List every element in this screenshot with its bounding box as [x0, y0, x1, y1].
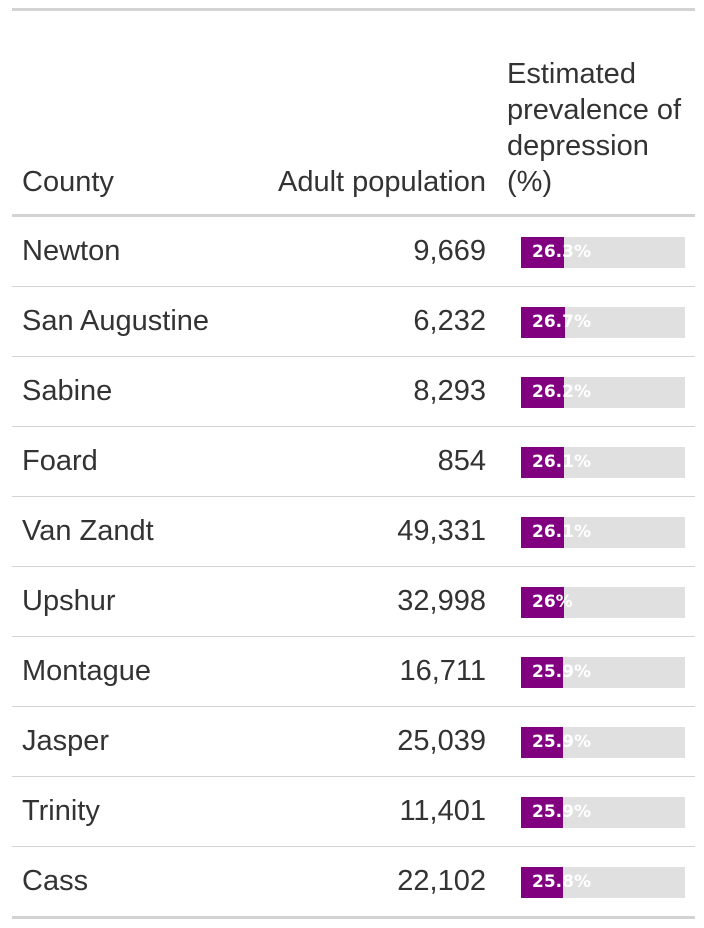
table-row: Van Zandt 49,331 26.1% — [12, 497, 695, 567]
prevalence-label: 26.1% — [532, 452, 591, 472]
population-cell: 25,039 — [397, 725, 486, 757]
prevalence-bar-track: 26.1% — [521, 517, 685, 548]
table-row: San Augustine 6,232 26.7% — [12, 287, 695, 357]
table-row: Newton 9,669 26.3% — [12, 217, 695, 287]
header-population: Adult population — [278, 166, 486, 198]
prevalence-label: 26.2% — [532, 382, 591, 402]
county-cell: Trinity — [22, 795, 100, 827]
county-cell: Cass — [22, 865, 89, 897]
prevalence-bar-fill — [521, 587, 564, 618]
prevalence-bar-fill — [521, 867, 564, 898]
county-cell: Upshur — [22, 585, 116, 617]
population-cell: 6,232 — [413, 305, 486, 337]
prevalence-bar-track: 26.3% — [521, 237, 685, 268]
prevalence-bar-fill — [521, 517, 564, 548]
prevalence-bar-fill — [521, 377, 564, 408]
table-row: Trinity 11,401 25.9% — [12, 777, 695, 847]
county-cell: San Augustine — [22, 305, 210, 337]
top-rule — [12, 8, 695, 11]
prevalence-bar-track: 26% — [521, 587, 685, 618]
table-row: Sabine 8,293 26.2% — [12, 357, 695, 427]
prevalence-label: 26.3% — [532, 242, 591, 262]
population-cell: 49,331 — [397, 515, 486, 547]
county-cell: Newton — [22, 235, 121, 267]
table-row: Cass 22,102 25.8% — [12, 847, 695, 919]
table-row: Montague 16,711 25.9% — [12, 637, 695, 707]
population-cell: 854 — [437, 445, 486, 477]
county-cell: Montague — [22, 655, 151, 687]
prevalence-label: 26.7% — [532, 312, 591, 332]
prevalence-bar-track: 25.8% — [521, 867, 685, 898]
depression-table: County Adult population Estimated preval… — [12, 8, 695, 919]
table-row: Upshur 32,998 26% — [12, 567, 695, 637]
prevalence-label: 25.9% — [532, 732, 591, 752]
prevalence-bar-track: 25.9% — [521, 797, 685, 828]
prevalence-bar-track: 26.7% — [521, 307, 685, 338]
county-cell: Jasper — [22, 725, 110, 757]
population-cell: 16,711 — [399, 655, 486, 687]
county-cell: Van Zandt — [22, 515, 154, 547]
population-cell: 32,998 — [397, 585, 486, 617]
population-cell: 22,102 — [397, 865, 486, 897]
prevalence-bar-fill — [521, 797, 564, 828]
header-prevalence: Estimated prevalence of depression (%) — [507, 58, 682, 198]
prevalence-bar-fill — [521, 447, 564, 478]
table-row: Foard 854 26.1% — [12, 427, 695, 497]
prevalence-bar-track: 25.9% — [521, 727, 685, 758]
prevalence-bar-track: 26.1% — [521, 447, 685, 478]
prevalence-bar-fill — [521, 237, 565, 268]
prevalence-label: 25.9% — [532, 802, 591, 822]
prevalence-bar-track: 25.9% — [521, 657, 685, 688]
population-cell: 11,401 — [399, 795, 486, 827]
county-cell: Sabine — [22, 375, 113, 407]
population-cell: 9,669 — [413, 235, 486, 267]
table-header: County Adult population Estimated preval… — [12, 11, 695, 217]
prevalence-bar-track: 26.2% — [521, 377, 685, 408]
county-cell: Foard — [22, 445, 98, 477]
prevalence-bar-fill — [521, 657, 564, 688]
prevalence-label: 25.9% — [532, 662, 591, 682]
population-cell: 8,293 — [413, 375, 486, 407]
prevalence-bar-fill — [521, 307, 565, 338]
table-body: Newton 9,669 26.3% San Augustine 6,232 26.7% S… — [12, 217, 695, 919]
prevalence-label: 26.1% — [532, 522, 591, 542]
prevalence-label: 26% — [532, 592, 573, 612]
prevalence-label: 25.8% — [532, 872, 591, 892]
table-row: Jasper 25,039 25.9% — [12, 707, 695, 777]
prevalence-bar-fill — [521, 727, 564, 758]
header-county: County — [22, 166, 114, 198]
